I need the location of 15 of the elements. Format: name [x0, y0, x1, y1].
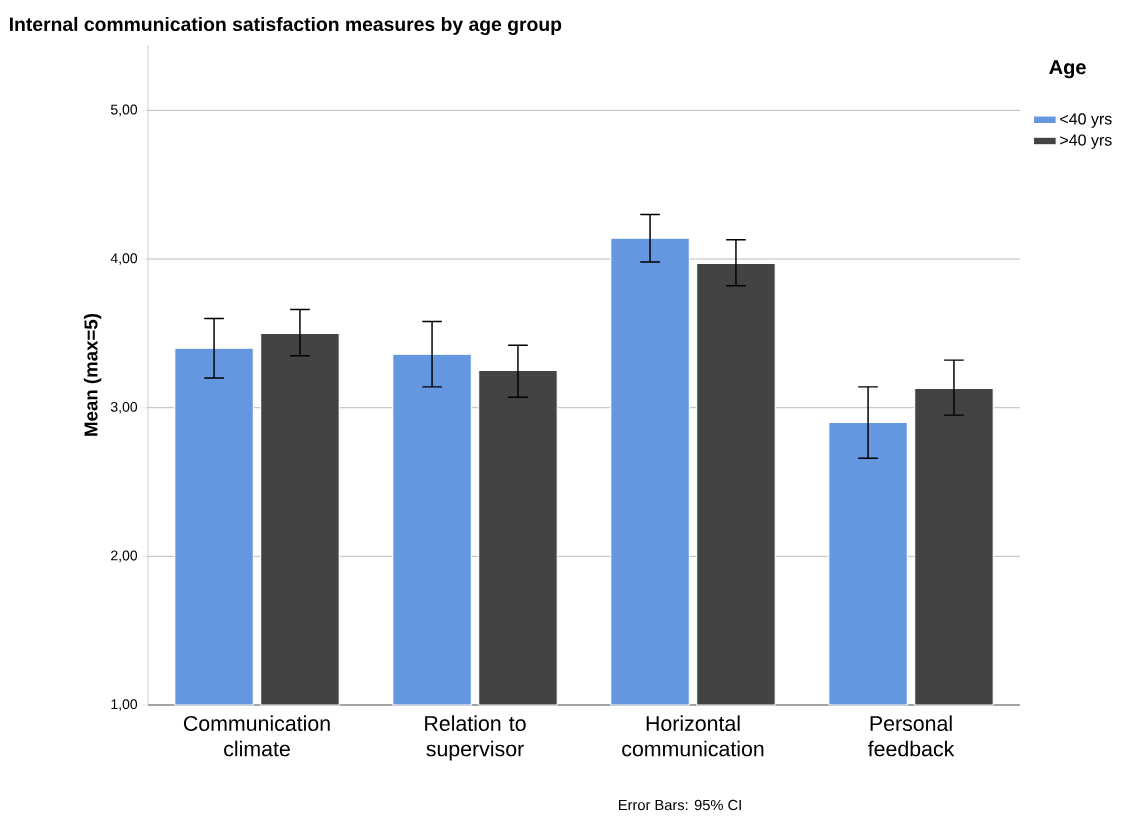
x-tick-label: Relation to supervisor — [425, 715, 526, 761]
y-tick-label: 1,00 — [111, 699, 138, 711]
y-tick-label: 5,00 — [110, 104, 138, 117]
y-axis-title: Mean (max=5) — [83, 313, 102, 436]
x-tick-label: Communication climate — [183, 715, 330, 757]
x-tick-label: Horizontal communication — [622, 715, 764, 757]
legend-label: >40 yrs — [1060, 134, 1112, 149]
y-tick-label: 2,00 — [111, 550, 138, 563]
y-tick-label: 3,00 — [110, 401, 138, 414]
text: Error Bars: 95% CI — [619, 799, 741, 811]
legend-title: Age — [1049, 60, 1086, 79]
chart-title: Internal communication satisfaction measures by age group — [9, 16, 562, 35]
x-tick-label: Personal feedback — [868, 715, 955, 757]
legend-label: <40 yrs — [1060, 113, 1112, 128]
y-tick-label: 4,00 — [110, 253, 138, 265]
